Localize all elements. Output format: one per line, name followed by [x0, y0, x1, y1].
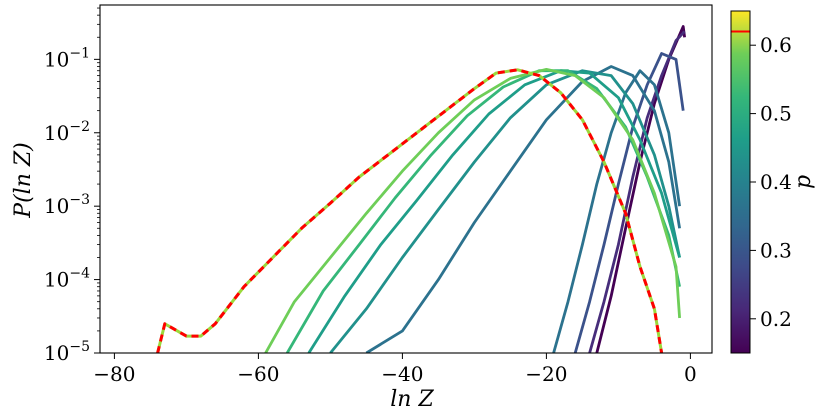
colorbar-tick-label: 0.2 [760, 307, 792, 331]
y-axis-label: P(ln Z) [11, 142, 36, 218]
colorbar-tick-label: 0.5 [760, 102, 792, 126]
x-tick-label: −40 [381, 362, 423, 386]
y-tick-label: 10−2 [44, 119, 90, 145]
x-tick-label: −20 [525, 362, 567, 386]
y-tick-label: 10−4 [44, 266, 90, 292]
x-tick-label: −80 [93, 362, 135, 386]
series-line-8 [264, 68, 681, 353]
series-line-4 [365, 65, 681, 353]
x-tick-label: −60 [237, 362, 279, 386]
y-tick-label: 10−3 [44, 192, 90, 218]
colorbar-tick-label: 0.6 [760, 33, 792, 57]
x-axis-label: ln Z [390, 387, 434, 412]
y-tick-label: 10−5 [44, 339, 90, 365]
series-line-1 [588, 30, 686, 353]
series-line-dashed [156, 68, 664, 353]
x-tick-label: 0 [684, 362, 697, 386]
x-axis: −80 −60 −40 −20 0 [93, 353, 697, 386]
series-line-6 [307, 69, 681, 353]
plot-frame [99, 4, 713, 354]
series-lines [156, 25, 686, 353]
colorbar: 0.2 0.3 0.4 0.5 0.6 p [730, 10, 816, 354]
y-tick-label: 10−1 [44, 45, 90, 71]
colorbar-tick-label: 0.4 [760, 170, 792, 194]
colorbar-tick-label: 0.3 [760, 238, 792, 262]
y-axis: 10−5 10−4 10−3 10−2 10−1 [44, 7, 100, 365]
series-line-5 [329, 69, 681, 353]
colorbar-label: p [791, 175, 816, 189]
series-line-0 [595, 25, 686, 353]
series-line-3 [552, 69, 681, 353]
colorbar-ticks: 0.2 0.3 0.4 0.5 0.6 [750, 33, 792, 331]
colorbar-gradient [731, 11, 750, 353]
